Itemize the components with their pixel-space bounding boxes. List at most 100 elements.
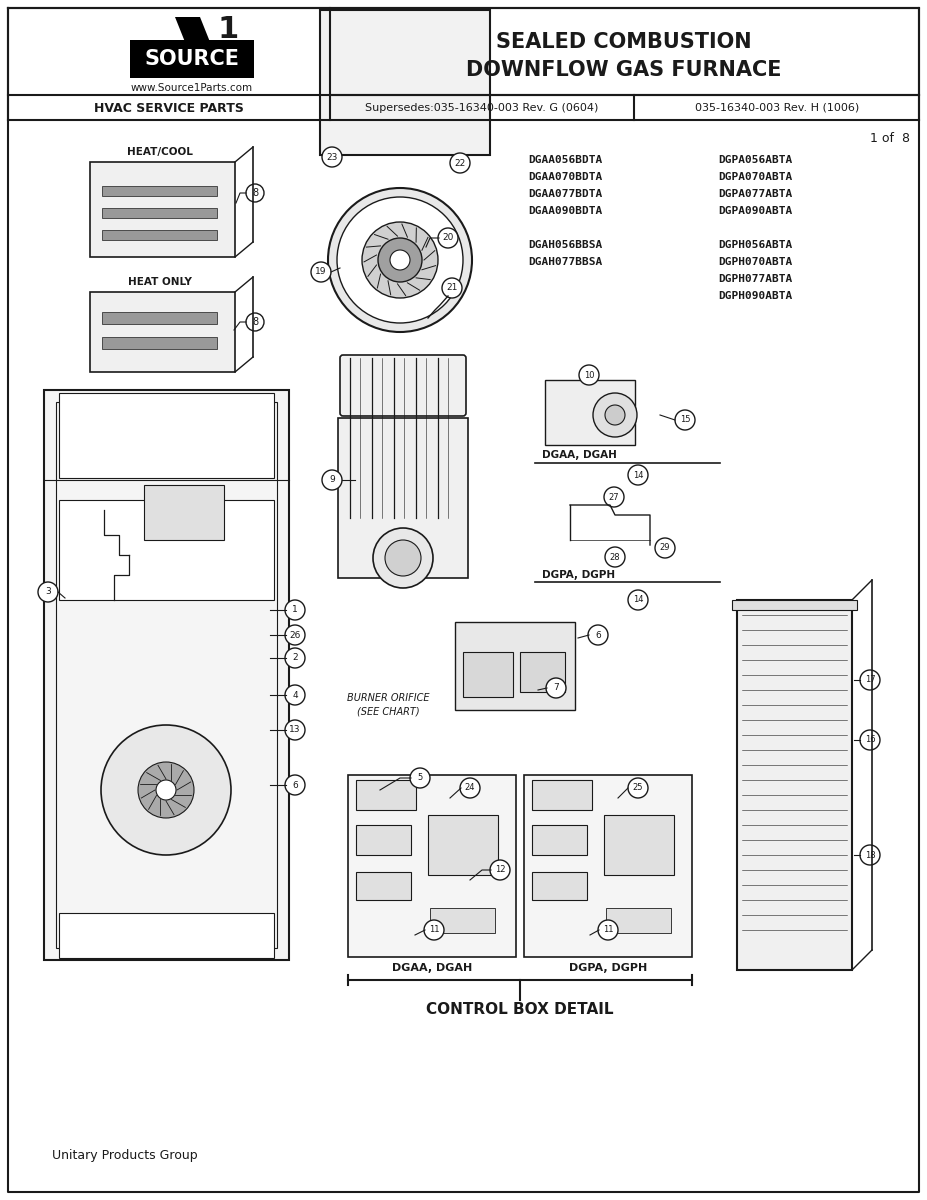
Text: 18: 18 xyxy=(865,851,875,859)
Text: DGPA, DGPH: DGPA, DGPH xyxy=(569,962,647,973)
Text: 17: 17 xyxy=(865,676,875,684)
Text: 10: 10 xyxy=(584,371,594,379)
Circle shape xyxy=(675,410,695,430)
Text: HEAT/COOL: HEAT/COOL xyxy=(127,146,193,157)
Bar xyxy=(524,775,692,958)
Circle shape xyxy=(628,778,648,798)
Bar xyxy=(102,337,217,349)
Circle shape xyxy=(285,600,305,620)
Circle shape xyxy=(322,470,342,490)
Text: www.Source1Parts.com: www.Source1Parts.com xyxy=(131,83,253,92)
Circle shape xyxy=(438,228,458,248)
Text: 1 of  8: 1 of 8 xyxy=(870,132,910,144)
Circle shape xyxy=(860,730,880,750)
Text: 23: 23 xyxy=(326,152,337,162)
Circle shape xyxy=(337,197,463,323)
Text: 5: 5 xyxy=(417,774,423,782)
Circle shape xyxy=(605,404,625,425)
Circle shape xyxy=(655,538,675,558)
Text: DGPH090ABTA: DGPH090ABTA xyxy=(718,290,793,301)
Text: 1: 1 xyxy=(292,606,298,614)
Text: 8: 8 xyxy=(252,188,258,198)
Circle shape xyxy=(490,860,510,880)
Bar xyxy=(44,390,289,960)
Bar xyxy=(532,780,592,810)
Bar xyxy=(732,600,857,610)
Bar xyxy=(532,826,587,854)
Circle shape xyxy=(138,762,194,818)
Text: DGAH056BBSA: DGAH056BBSA xyxy=(528,240,603,250)
Bar xyxy=(348,775,516,958)
Bar xyxy=(737,600,852,970)
Text: 6: 6 xyxy=(292,780,298,790)
Circle shape xyxy=(390,250,410,270)
Bar xyxy=(102,208,217,218)
Bar xyxy=(532,872,587,900)
Text: HEAT ONLY: HEAT ONLY xyxy=(128,277,192,287)
Text: 25: 25 xyxy=(633,784,643,792)
Bar xyxy=(56,402,277,948)
Circle shape xyxy=(285,775,305,794)
Circle shape xyxy=(450,152,470,173)
Bar xyxy=(356,872,411,900)
Text: (SEE CHART): (SEE CHART) xyxy=(357,707,419,716)
Bar xyxy=(59,500,274,600)
Bar xyxy=(356,780,416,810)
Circle shape xyxy=(604,487,624,506)
Bar xyxy=(102,186,217,196)
Circle shape xyxy=(628,590,648,610)
Circle shape xyxy=(410,768,430,788)
FancyBboxPatch shape xyxy=(340,355,466,416)
Circle shape xyxy=(424,920,444,940)
Text: SOURCE: SOURCE xyxy=(145,49,239,68)
Text: DGAA070BDTA: DGAA070BDTA xyxy=(528,172,603,182)
Text: 15: 15 xyxy=(679,415,691,425)
Text: 16: 16 xyxy=(865,736,875,744)
Circle shape xyxy=(285,648,305,668)
Bar xyxy=(90,162,235,257)
Circle shape xyxy=(285,685,305,704)
Bar xyxy=(102,312,217,324)
Circle shape xyxy=(285,625,305,646)
Text: 22: 22 xyxy=(454,158,465,168)
Circle shape xyxy=(38,582,58,602)
Circle shape xyxy=(579,365,599,385)
Text: SEALED COMBUSTION: SEALED COMBUSTION xyxy=(496,32,752,52)
Circle shape xyxy=(442,278,462,298)
Circle shape xyxy=(101,725,231,854)
Bar xyxy=(338,418,468,578)
Text: HVAC SERVICE PARTS: HVAC SERVICE PARTS xyxy=(94,102,244,114)
Text: CONTROL BOX DETAIL: CONTROL BOX DETAIL xyxy=(426,1002,614,1018)
Circle shape xyxy=(598,920,618,940)
Text: DGAA, DGAH: DGAA, DGAH xyxy=(542,450,616,460)
Text: 14: 14 xyxy=(633,595,643,605)
Circle shape xyxy=(362,222,438,298)
Text: 9: 9 xyxy=(329,475,335,485)
Bar xyxy=(356,826,411,854)
Text: 6: 6 xyxy=(595,630,601,640)
Text: 11: 11 xyxy=(429,925,439,935)
Text: Unitary Products Group: Unitary Products Group xyxy=(52,1148,197,1162)
Text: 7: 7 xyxy=(553,684,559,692)
Circle shape xyxy=(860,845,880,865)
Circle shape xyxy=(373,528,433,588)
Circle shape xyxy=(285,720,305,740)
Text: 11: 11 xyxy=(603,925,614,935)
Text: 8: 8 xyxy=(252,317,258,326)
Circle shape xyxy=(322,146,342,167)
Bar xyxy=(320,10,490,155)
Text: DOWNFLOW GAS FURNACE: DOWNFLOW GAS FURNACE xyxy=(466,60,781,80)
Text: DGPA077ABTA: DGPA077ABTA xyxy=(718,188,793,199)
Bar xyxy=(59,913,274,958)
Text: DGAH077BBSA: DGAH077BBSA xyxy=(528,257,603,266)
Text: DGPA056ABTA: DGPA056ABTA xyxy=(718,155,793,164)
Circle shape xyxy=(378,238,422,282)
Bar xyxy=(102,230,217,240)
Text: 27: 27 xyxy=(609,492,619,502)
Text: 3: 3 xyxy=(45,588,51,596)
Text: DGAA056BDTA: DGAA056BDTA xyxy=(528,155,603,164)
Bar xyxy=(355,288,450,310)
Circle shape xyxy=(385,540,421,576)
Text: DGPH056ABTA: DGPH056ABTA xyxy=(718,240,793,250)
Circle shape xyxy=(860,670,880,690)
